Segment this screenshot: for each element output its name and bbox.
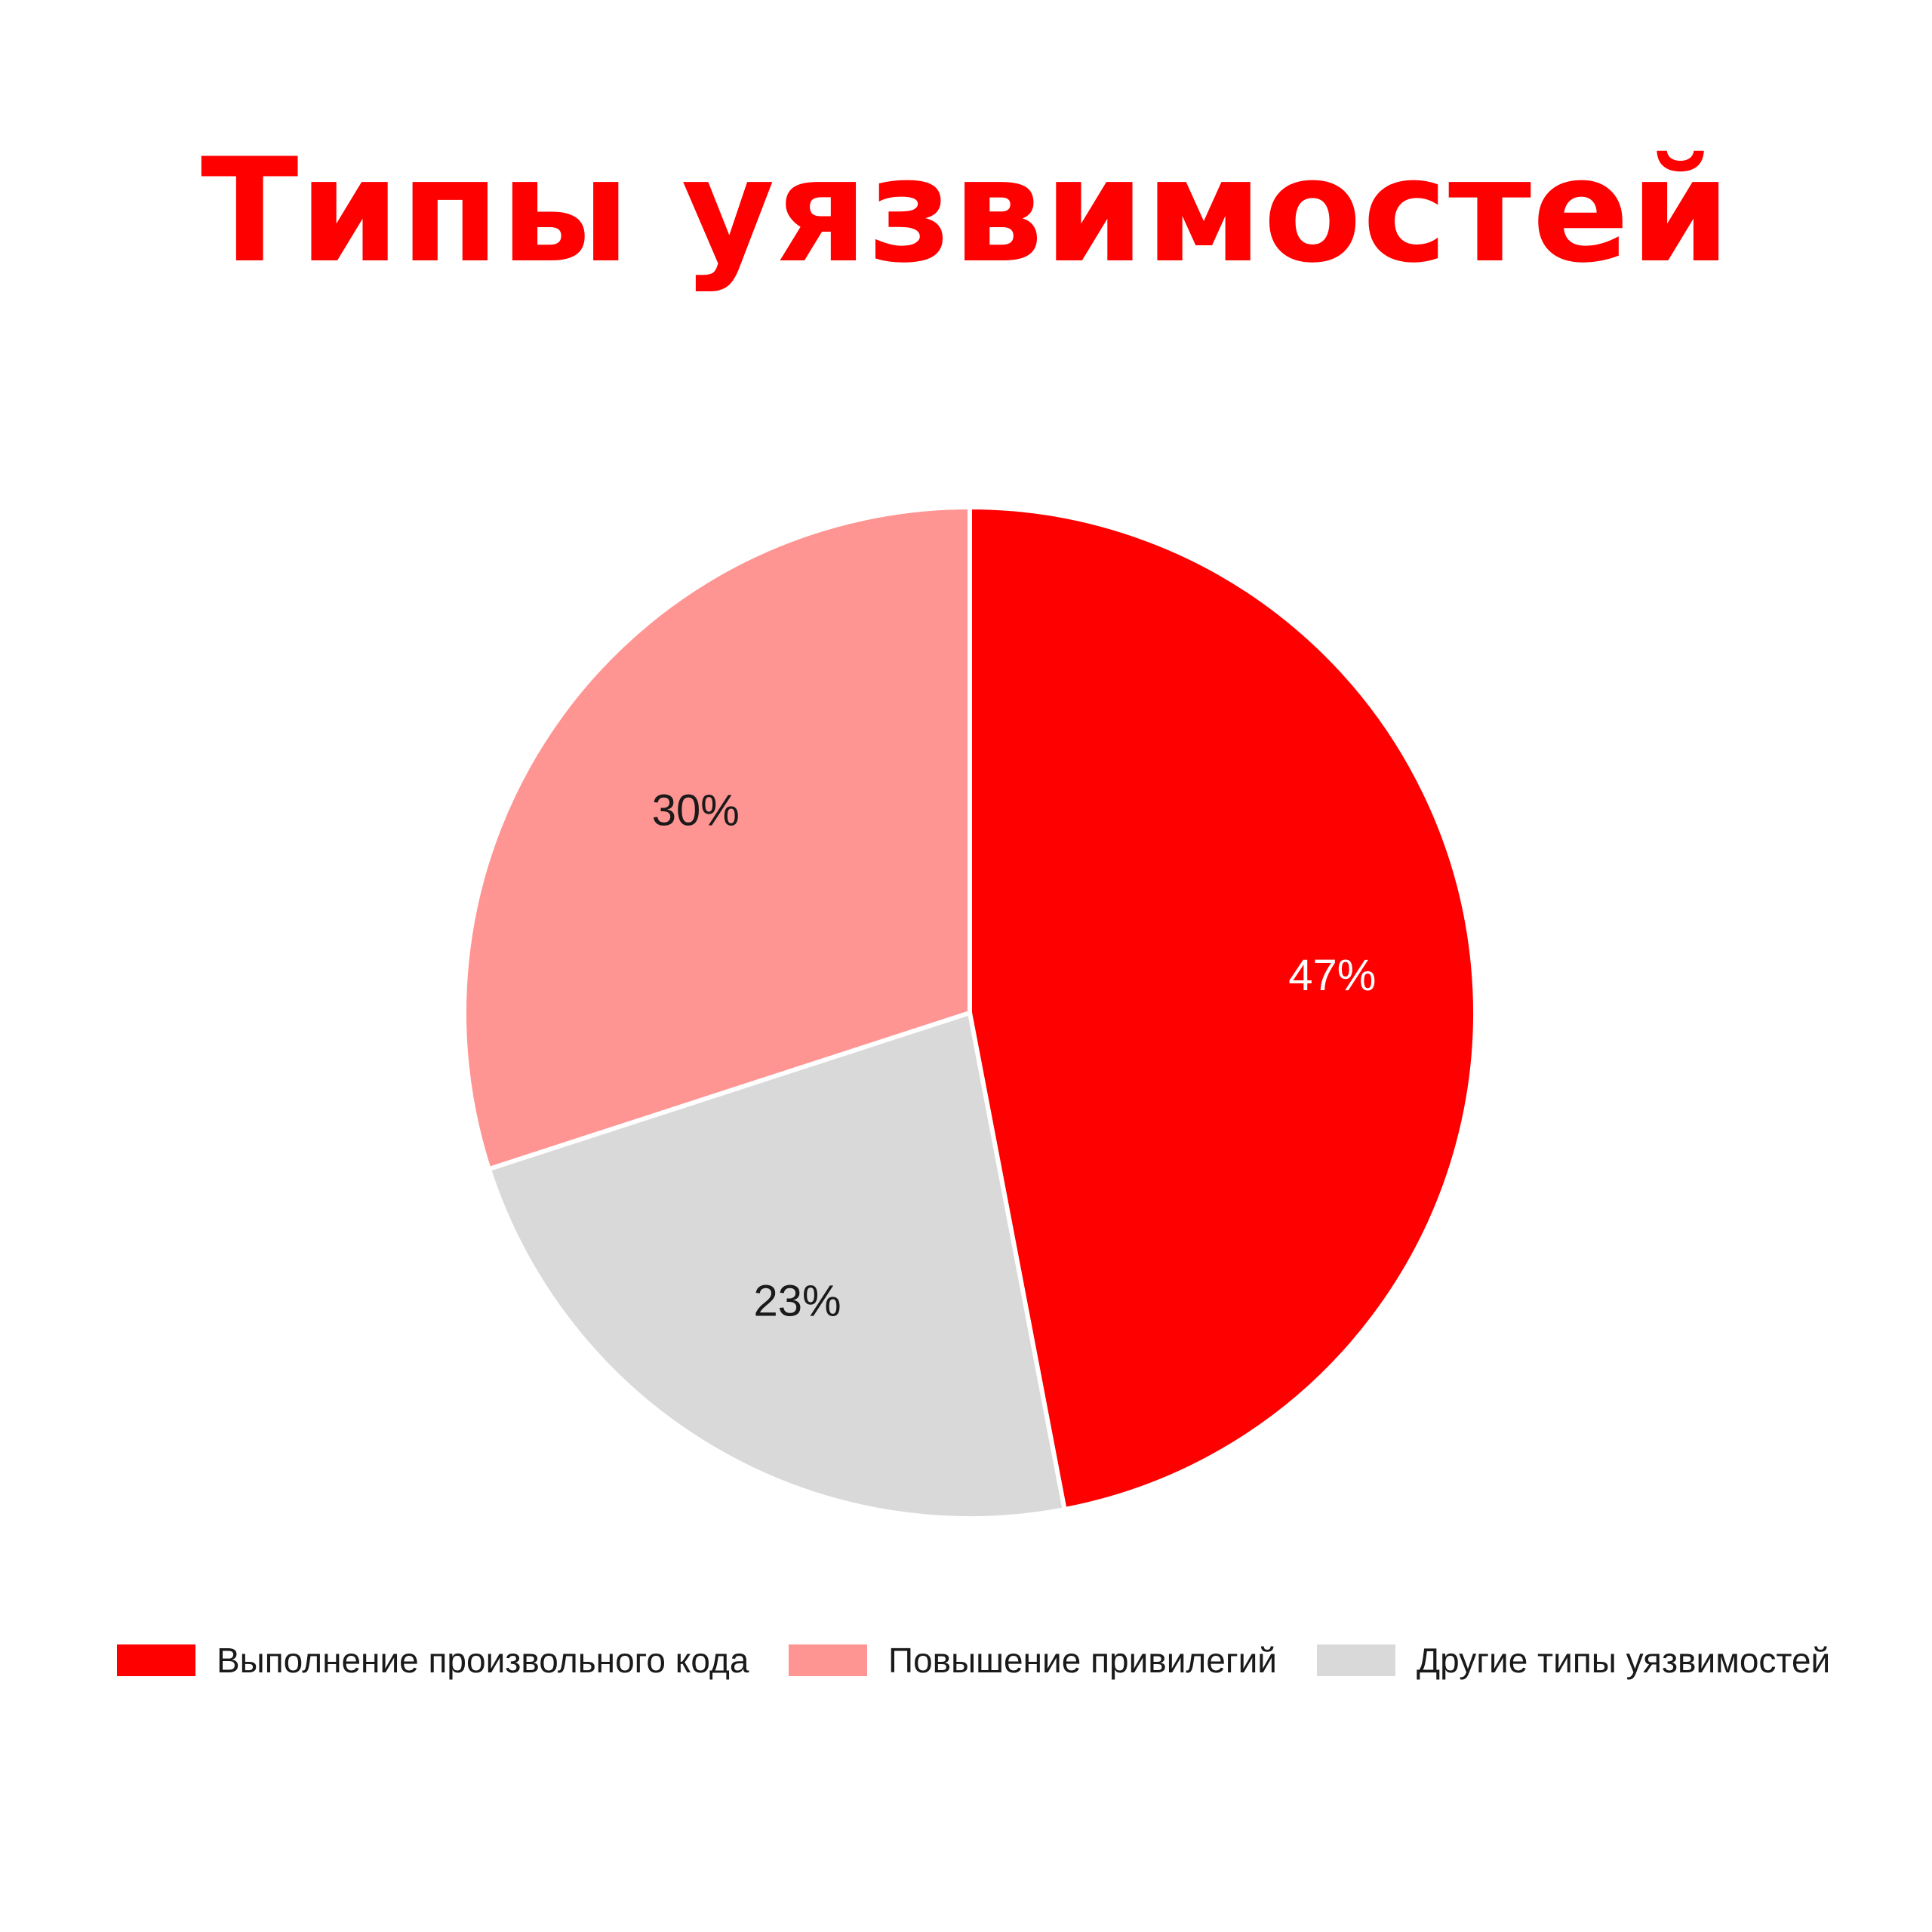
pie-label-privilege-escalation: 30% xyxy=(652,786,740,835)
legend-item-privilege-escalation: Повышение привилегий xyxy=(789,1630,1277,1690)
legend-item-code-execution: Выполнение произвольного кода xyxy=(117,1630,749,1690)
pie-label-other-vulnerabilities: 23% xyxy=(753,1277,841,1326)
pie-label-code-execution: 47% xyxy=(1288,951,1376,1000)
legend-swatch-code-execution xyxy=(117,1644,195,1676)
legend-label-code-execution: Выполнение произвольного кода xyxy=(217,1641,749,1680)
legend-swatch-other-vulnerabilities xyxy=(1317,1644,1395,1676)
pie-slice-privilege-escalation xyxy=(462,505,972,1172)
chart-legend: Выполнение произвольного кода Повышение … xyxy=(0,1630,1932,1690)
legend-label-other-vulnerabilities: Другие типы уязвимостей xyxy=(1417,1641,1831,1680)
legend-swatch-privilege-escalation xyxy=(789,1644,867,1676)
pie-slice-other-vulnerabilities xyxy=(486,1011,1067,1521)
chart-title: Типы уязвимостей xyxy=(200,128,1732,294)
pie-slice-code-execution xyxy=(968,505,1478,1512)
legend-item-other-vulnerabilities: Другие типы уязвимостей xyxy=(1317,1630,1830,1690)
legend-label-privilege-escalation: Повышение привилегий xyxy=(888,1641,1278,1680)
